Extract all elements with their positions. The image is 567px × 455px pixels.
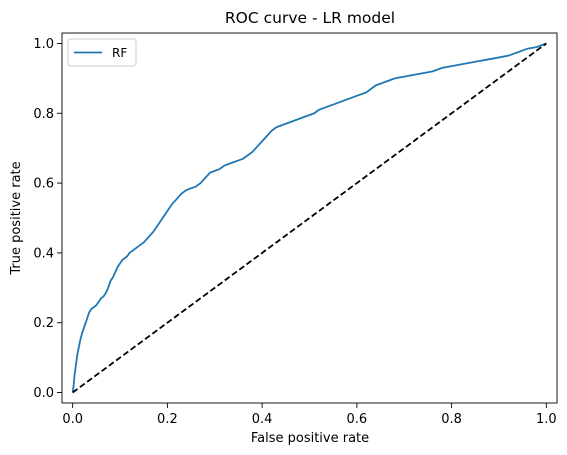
y-tick-label: 0.2 — [33, 316, 54, 331]
y-tick-label: 1.0 — [33, 37, 54, 52]
y-axis: 0.0 0.2 0.4 0.6 0.8 1.0 — [33, 37, 62, 401]
series-line-rf — [71, 42, 547, 393]
chart-title: ROC curve - LR model — [225, 9, 395, 27]
y-axis-label: True positive rate — [9, 161, 24, 275]
y-tick-label: 0.4 — [33, 246, 54, 261]
y-tick-label: 0.8 — [33, 107, 54, 122]
x-tick-label: 0.4 — [252, 412, 273, 427]
legend-label-rf: RF — [112, 46, 127, 60]
y-tick-label: 0.0 — [33, 386, 54, 401]
x-tick-label: 0.0 — [62, 412, 83, 427]
plot-area-frame — [61, 32, 558, 404]
y-tick-label: 0.6 — [33, 177, 54, 192]
series-layer — [71, 42, 547, 394]
x-axis: 0.0 0.2 0.4 0.6 0.8 1.0 — [62, 403, 557, 427]
x-tick-label: 0.2 — [157, 412, 178, 427]
legend: RF — [67, 38, 137, 67]
x-axis-label: False positive rate — [251, 431, 369, 446]
x-tick-label: 0.8 — [441, 412, 462, 427]
x-tick-label: 1.0 — [536, 412, 557, 427]
diagonal-reference-line — [72, 42, 547, 394]
x-tick-label: 0.6 — [347, 412, 368, 427]
